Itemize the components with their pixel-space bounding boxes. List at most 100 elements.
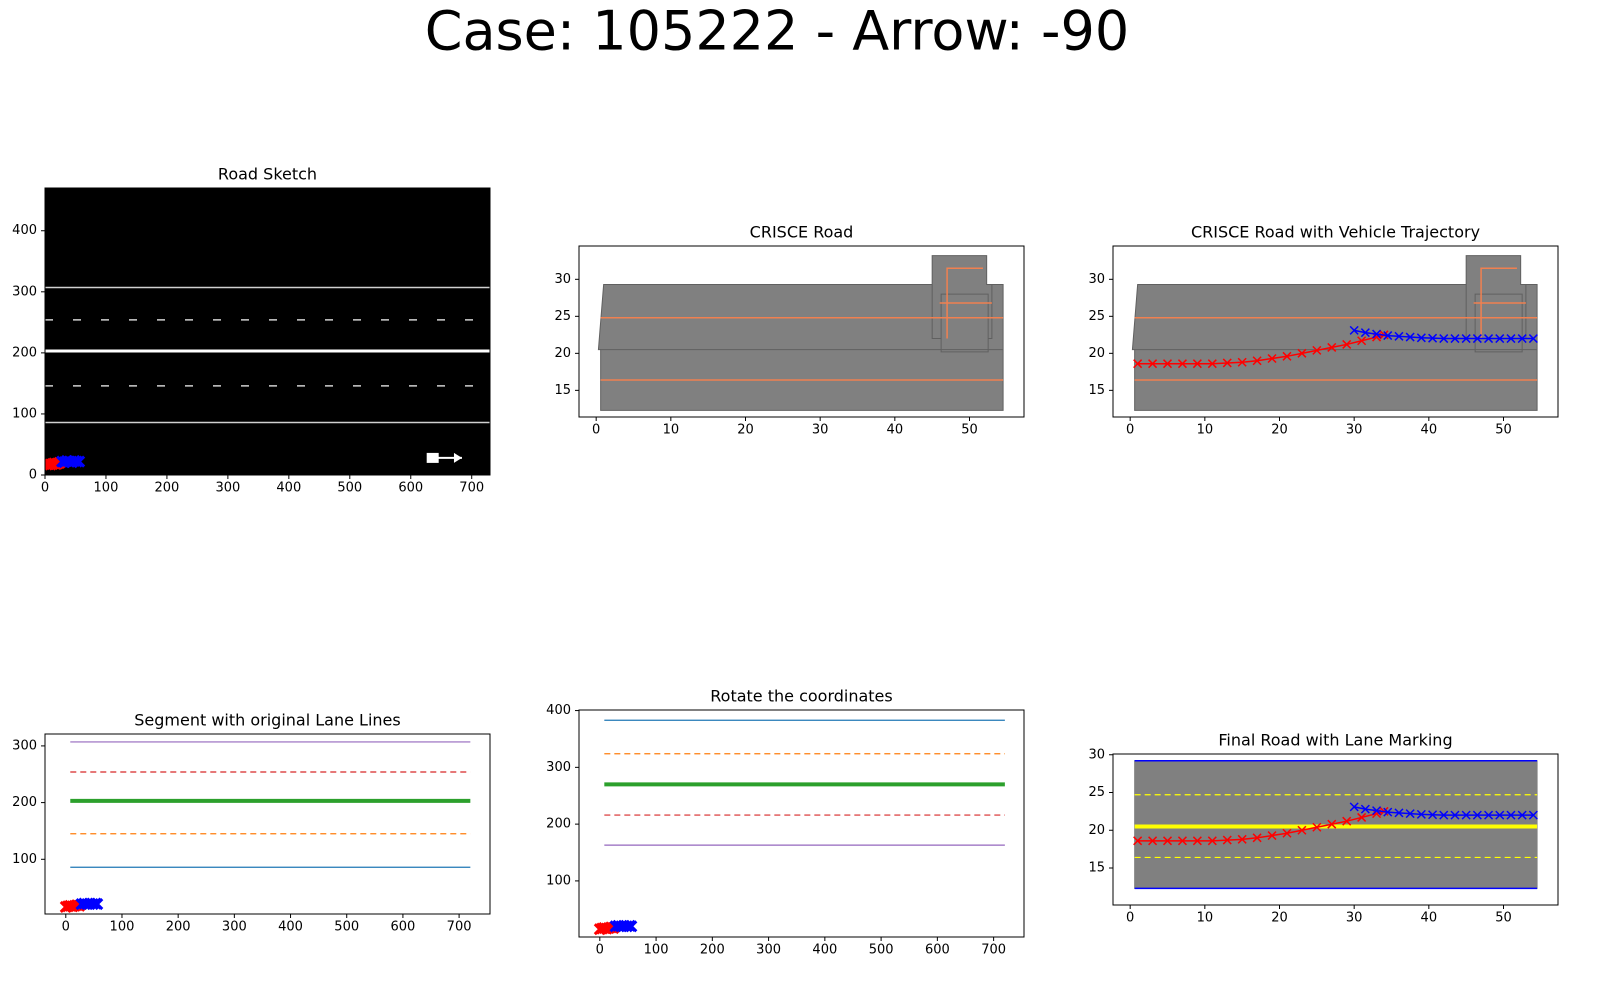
trajectory-marker [1327,819,1337,829]
trajectory-marker [70,455,83,468]
trajectory-marker [1383,331,1393,341]
plot-background [579,710,1024,937]
trajectory-marker [1252,833,1262,843]
y-tick-label: 25 [554,309,571,324]
trajectory-marker [1517,810,1527,820]
trajectory-line [1137,810,1385,842]
subplot-title: CRISCE Road [750,223,854,242]
trajectory-marker [1357,812,1367,822]
plot-frame [44,187,491,476]
trajectory-marker [1405,332,1415,342]
trajectory-marker [1461,810,1471,820]
subplot-title: Rotate the coordinates [710,687,892,706]
x-tick-label: 200 [155,481,180,496]
trajectory-marker [86,898,99,911]
arrow-head [453,452,462,463]
trajectory-marker [1528,810,1538,820]
y-tick-label: 300 [12,284,37,299]
trajectory-marker [1394,808,1404,818]
trajectory-marker [1267,353,1277,364]
y-tick-label: 30 [1088,272,1105,287]
plot-frame [578,245,1025,418]
trajectory-marker [1282,828,1292,838]
y-tick-label: 15 [1088,861,1105,876]
x-tick-label: 0 [1126,423,1134,438]
trajectory-marker [1428,333,1438,343]
x-tick-label: 400 [276,481,301,496]
y-tick-label: 400 [12,223,37,238]
y-tick-label: 100 [546,873,571,888]
x-tick-label: 400 [812,943,837,958]
y-tick-label: 30 [1088,747,1105,762]
trajectory-marker [1472,810,1482,820]
x-tick-label: 20 [1271,911,1288,926]
subplot-title: Final Road with Lane Marking [1218,731,1452,750]
y-tick-label: 200 [12,795,37,810]
x-tick-label: 200 [166,920,191,935]
y-tick-label: 300 [12,738,37,753]
trajectory-marker [1237,834,1247,844]
trajectory-marker [1484,810,1494,820]
x-tick-label: 0 [41,481,49,496]
trajectory-marker [91,898,104,911]
trajectory-marker [1177,836,1187,846]
trajectory-marker [1133,836,1143,846]
trajectory-marker [1252,356,1262,366]
trajectory-marker [1394,331,1404,341]
x-tick-label: 30 [1346,911,1363,926]
lane-line [1480,267,1517,339]
trajectory-marker [1267,831,1277,841]
trajectory-marker [1312,822,1322,832]
trajectory-marker [1405,809,1415,819]
trajectory-marker [1162,359,1173,369]
trajectory-marker [1360,804,1370,814]
trajectory-marker [1342,339,1352,349]
x-tick-label: 20 [1271,423,1288,438]
x-tick-label: 400 [278,920,303,935]
x-tick-label: 50 [1495,911,1512,926]
trajectory-marker [1495,334,1505,344]
trajectory-marker [1484,334,1494,344]
x-tick-label: 200 [700,943,725,958]
x-tick-label: 40 [1421,911,1438,926]
trajectory-marker [1416,333,1426,343]
trajectory-marker [1349,802,1359,812]
plot-frame [578,709,1025,938]
x-tick-label: 700 [447,920,472,935]
trajectory-marker [1439,334,1449,344]
x-tick-label: 0 [592,423,600,438]
trajectory-marker [1517,334,1527,344]
y-tick-label: 20 [554,346,571,361]
x-tick-label: 30 [1346,423,1363,438]
trajectory-marker [1222,358,1232,368]
subplot-title: Road Sketch [218,165,317,184]
trajectory-marker [620,920,633,933]
plot-frame [1112,753,1559,906]
x-tick-label: 300 [756,943,781,958]
trajectory-marker [1237,357,1247,367]
trajectory-marker [1282,351,1292,361]
y-tick-label: 300 [546,760,571,775]
y-tick-label: 0 [29,468,37,483]
trajectory-marker [1428,810,1438,820]
trajectory-marker [1357,336,1367,346]
trajectory-marker [1297,825,1307,835]
y-tick-label: 100 [12,406,37,421]
x-tick-label: 20 [737,423,754,438]
y-tick-label: 20 [1088,346,1105,361]
trajectory-marker [625,920,638,933]
plot-area [597,255,1004,411]
x-tick-label: 300 [222,920,247,935]
trajectory-marker [1148,836,1158,846]
figure-title: Case: 105222 - Arrow: -90 [425,0,1129,63]
trajectory-marker [1360,328,1370,338]
x-tick-label: 100 [644,943,669,958]
trajectory-marker [1222,835,1232,845]
x-tick-label: 50 [961,423,978,438]
trajectory-marker [1148,359,1158,369]
trajectory-marker [1506,810,1516,820]
plot-frame [44,733,491,915]
x-tick-label: 30 [812,423,829,438]
